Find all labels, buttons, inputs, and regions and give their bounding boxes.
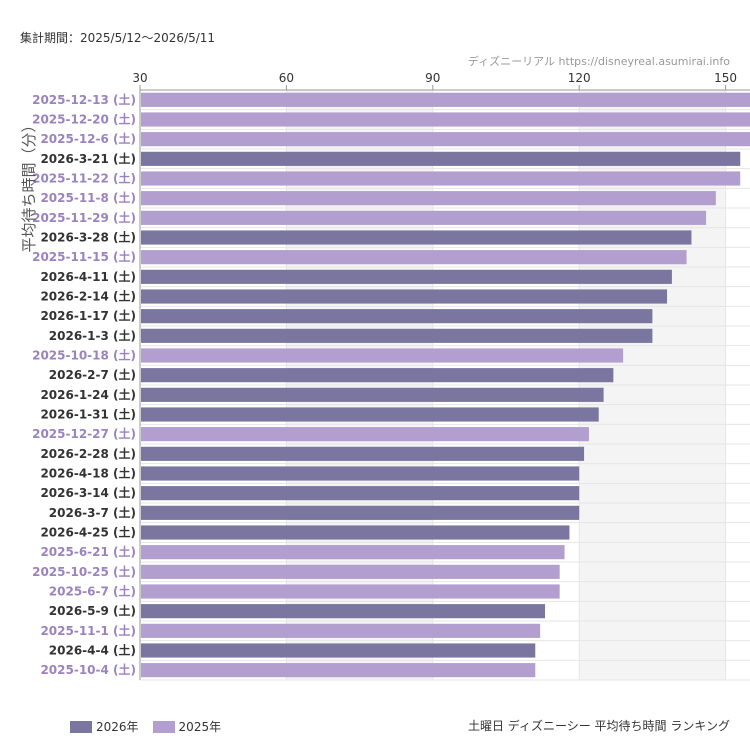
bar [141, 643, 536, 658]
y-category-label: 2025-10-25 (土) [32, 564, 136, 579]
bar [141, 466, 580, 481]
bar [141, 427, 589, 442]
bar [141, 348, 624, 363]
y-category-label: 2026-1-24 (土) [40, 387, 136, 402]
bar [141, 604, 546, 619]
bar [141, 446, 585, 461]
bar [141, 132, 750, 147]
bar [141, 623, 541, 638]
y-axis-title: 平均待ち時間（分） [20, 117, 38, 252]
y-category-label: 2026-4-18 (土) [40, 466, 136, 481]
y-category-label: 2026-3-28 (土) [40, 230, 136, 245]
bar [141, 112, 750, 127]
bar [141, 250, 687, 265]
bar [141, 289, 668, 304]
y-category-label: 2025-11-1 (土) [40, 623, 136, 638]
x-tick-label: 90 [425, 71, 440, 85]
x-tick-label: 120 [568, 71, 591, 85]
y-category-label: 2026-4-11 (土) [40, 269, 136, 284]
x-tick-label: 60 [279, 71, 294, 85]
legend-swatch-2026 [70, 720, 92, 733]
y-category-label: 2025-12-27 (土) [32, 426, 136, 441]
bar [141, 92, 750, 107]
ranking-bar-chart: 30 60 90 120 150 2025-12-13 (土) 2025-12-20 (土)… [20, 71, 750, 681]
y-category-label: 2025-12-20 (土) [32, 112, 136, 127]
y-category-label: 2026-5-9 (土) [49, 603, 136, 618]
y-category-label: 2026-2-7 (土) [49, 367, 136, 382]
bar [141, 151, 741, 166]
y-category-label: 2026-2-28 (土) [40, 446, 136, 461]
y-category-label: 2025-10-18 (土) [32, 348, 136, 363]
bar [141, 486, 580, 501]
chart-footer-title: 土曜日 ディズニーシー 平均待ち時間 ランキング [467, 719, 730, 733]
y-category-label: 2025-11-22 (土) [32, 171, 136, 186]
y-category-label: 2025-11-15 (土) [32, 249, 136, 264]
y-category-label: 2025-6-7 (土) [49, 584, 136, 599]
x-tick-label: 150 [714, 71, 737, 85]
y-category-label: 2026-1-3 (土) [49, 328, 136, 343]
bar [141, 269, 672, 284]
y-category-label: 2025-6-21 (土) [40, 544, 136, 559]
bar [141, 663, 536, 678]
bar [141, 191, 716, 206]
bar [141, 525, 570, 540]
y-category-label: 2026-2-14 (土) [40, 289, 136, 304]
y-category-label: 2025-12-13 (土) [32, 92, 136, 107]
bar [141, 328, 653, 343]
y-category-label: 2026-4-25 (土) [40, 525, 136, 540]
bar [141, 584, 560, 599]
bar [141, 387, 604, 402]
y-category-label: 2025-10-4 (土) [40, 662, 136, 677]
y-category-label: 2026-3-21 (土) [40, 151, 136, 166]
bar [141, 230, 692, 245]
y-category-label: 2026-1-31 (土) [40, 407, 136, 422]
legend-swatch-2025 [152, 720, 175, 733]
bar [141, 171, 741, 186]
legend-label-2026: 2026年 [96, 720, 139, 734]
bar [141, 210, 707, 225]
y-category-label: 2026-4-4 (土) [49, 643, 136, 658]
legend-label-2025: 2025年 [178, 720, 222, 734]
x-tick-label: 30 [132, 71, 147, 85]
legend-item-2025: 2025年 [152, 718, 222, 735]
bar [141, 564, 560, 579]
y-category-label: 2025-12-6 (土) [40, 131, 136, 146]
site-credit: ディズニーリアル https://disneyreal.asumirai.inf… [467, 55, 730, 68]
bar [141, 368, 614, 383]
legend: 2026年 2025年 [70, 718, 235, 735]
bar [141, 407, 599, 422]
y-category-label: 2025-11-29 (土) [32, 210, 136, 225]
bar [141, 505, 580, 520]
y-category-label: 2026-1-17 (土) [40, 308, 136, 323]
y-category-label: 2025-11-8 (土) [40, 190, 136, 205]
bar [141, 545, 565, 560]
y-category-label: 2026-3-7 (土) [49, 505, 136, 520]
aggregation-period: 集計期間：2025/5/12〜2026/5/11 [20, 31, 216, 45]
bar [141, 309, 653, 324]
legend-item-2026: 2026年 [70, 718, 139, 735]
y-category-label: 2026-3-14 (土) [40, 485, 136, 500]
